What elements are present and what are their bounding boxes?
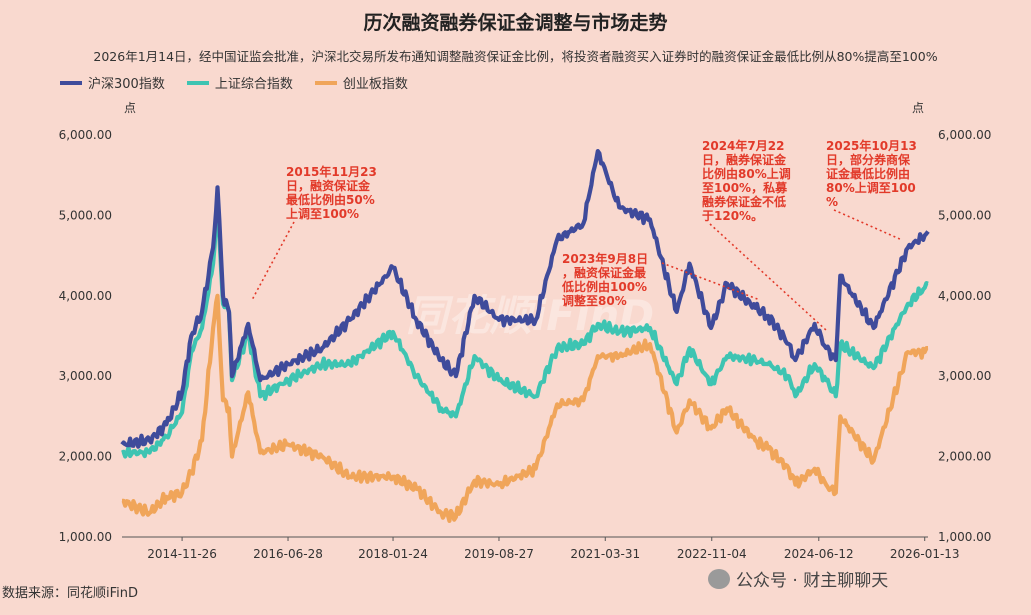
chart-title: 历次融资融券保证金调整与市场走势 [363, 12, 668, 34]
annotation-line: 日，融资保证金 [286, 178, 371, 193]
x-tick-label: 2021-03-31 [570, 547, 640, 561]
x-axis: 2014-11-26 2016-06-28 2018-01-24 2019-08-27… [122, 536, 960, 561]
annotation-line: 日，融券保证金 [702, 152, 787, 167]
y-axis-right: 1,000.00 2,000.00 3,000.00 4,000.00 5,000.00… [938, 128, 991, 544]
annotation-text: 2024年7月22 日，融券保证金比例由80%上调至100%，私募融券保证金不低于… [702, 138, 791, 223]
annotation-line: 80%上调至100 [826, 180, 916, 195]
y-tick-left: 4,000.00 [59, 289, 112, 303]
annotation-line: 2025年10月13 [826, 138, 917, 153]
annotation-line: 最低比例由50% [286, 192, 375, 207]
series-lines [120, 149, 930, 524]
chart-subtitle: 2026年1月14日，经中国证监会批准，沪深北交易所发布通知调整融资保证金比例，… [93, 49, 938, 64]
annotation-text: 2025年10月13 日，部分券商保证金最低比例由 80%上调至100% [826, 138, 917, 209]
legend-item-hs300: 沪深300指数 [60, 73, 165, 92]
x-tick-label: 2019-08-27 [464, 547, 534, 561]
annotation-line: 上调至100% [286, 206, 359, 221]
x-tick-label: 2014-11-26 [147, 547, 217, 561]
annotation-line: 2015年11月23 [286, 164, 377, 179]
y-tick-right: 2,000.00 [938, 450, 991, 464]
annotation-line: 2024年7月22 [702, 138, 784, 153]
legend-label-cyb: 创业板指数 [342, 77, 408, 92]
x-tick-label: 2022-11-04 [677, 547, 747, 561]
annotations: 2015年11月23 日，融资保证金最低比例由50%上调至100% 2023年9月8… [251, 138, 917, 331]
wechat-account-label: 公众号 · 财主聊聊天 [736, 571, 889, 591]
annotation-line: 融券保证金不低 [702, 194, 786, 209]
annotation-line: 于120%。 [702, 209, 763, 223]
annotation-line: 比例由80%上调 [702, 166, 791, 181]
legend-swatch-sz [186, 80, 209, 85]
y-tick-right: 4,000.00 [938, 289, 991, 303]
legend: 沪深300指数 上证综合指数 创业板指数 [60, 73, 408, 92]
legend-item-sz: 上证综合指数 [186, 73, 293, 92]
annotation-line: 低比例由100% [561, 279, 647, 294]
x-tick-label: 2026-01-13 [890, 547, 960, 561]
y-axis-left: 1,000.00 2,000.00 3,000.00 4,000.00 5,000.00… [59, 128, 112, 544]
wechat-account: 公众号 · 财主聊聊天 [708, 566, 888, 591]
y-tick-left: 5,000.00 [59, 208, 112, 222]
legend-swatch-hs300 [60, 80, 82, 85]
annotation-line: 调整至80% [562, 293, 627, 308]
y-tick-right: 5,000.00 [938, 208, 991, 222]
y-tick-left: 1,000.00 [59, 530, 112, 544]
annotation-arrow [251, 221, 295, 301]
annotation-line: 日，部分券商保 [826, 152, 911, 167]
y-axis-unit-left: 点 [124, 101, 136, 115]
y-axis-unit-right: 点 [912, 101, 924, 115]
annotation-text: 2015年11月23 日，融资保证金最低比例由50%上调至100% [286, 164, 377, 221]
legend-label-sz: 上证综合指数 [214, 77, 293, 92]
hs300-line [120, 149, 930, 449]
annotation-line: 至100%，私募 [702, 180, 788, 195]
y-tick-left: 2,000.00 [59, 450, 112, 464]
annotation-line: 2023年9月8日 [562, 251, 648, 266]
annotation-arrow [833, 209, 903, 241]
annotation-line: ，融资保证金最 [562, 265, 647, 280]
y-tick-left: 3,000.00 [59, 369, 112, 383]
legend-swatch-cyb [314, 80, 337, 85]
chinext-line [121, 293, 929, 524]
y-tick-left: 6,000.00 [59, 128, 112, 142]
annotation-arrow [709, 223, 827, 331]
y-tick-right: 1,000.00 [938, 530, 991, 544]
annotation-text: 2023年9月8日，融资保证金最低比例由100%调整至80% [561, 251, 648, 308]
y-tick-right: 3,000.00 [938, 369, 991, 383]
legend-item-cyb: 创业板指数 [314, 73, 408, 92]
annotation-line: % [826, 195, 838, 209]
x-tick-label: 2016-06-28 [253, 547, 323, 561]
y-tick-right: 6,000.00 [938, 128, 991, 142]
wechat-icon [708, 568, 730, 589]
legend-label-hs300: 沪深300指数 [88, 77, 165, 92]
annotation-line: 证金最低比例由 [826, 166, 910, 181]
x-tick-label: 2024-06-12 [784, 547, 854, 561]
data-source: 数据来源：同花顺iFinD [2, 586, 139, 601]
x-tick-label: 2018-01-24 [358, 547, 428, 561]
